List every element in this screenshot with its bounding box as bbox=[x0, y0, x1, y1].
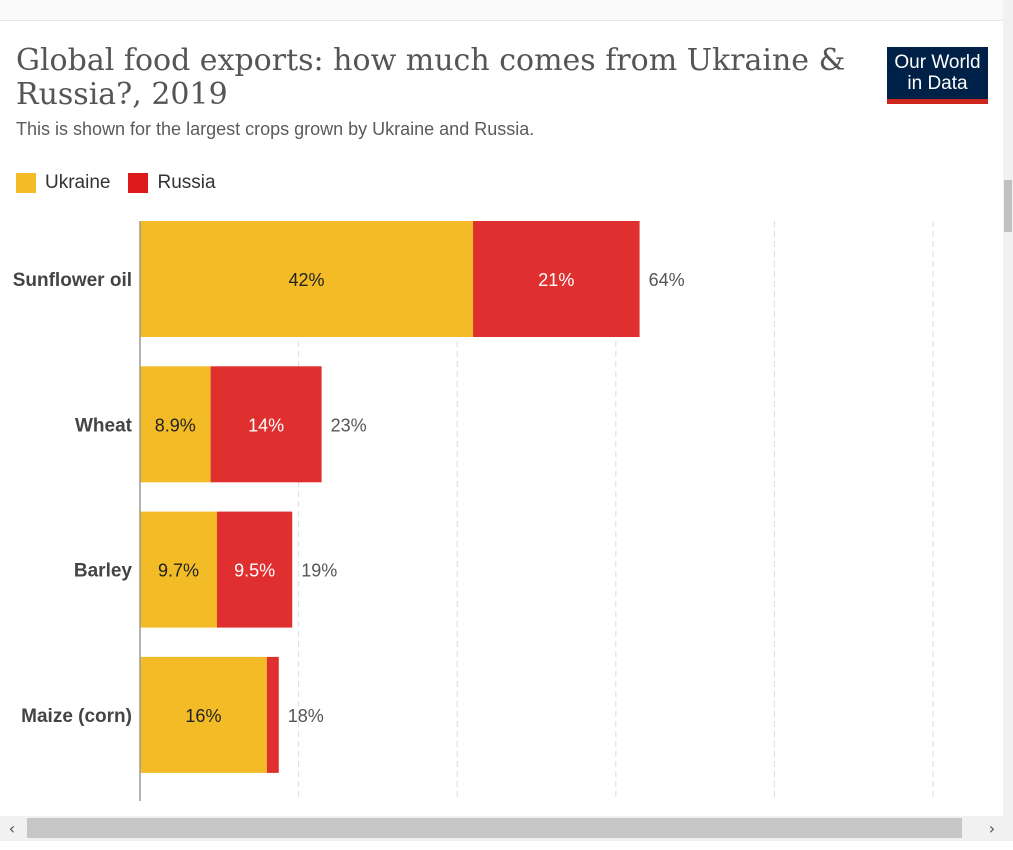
category-label: Barley bbox=[74, 561, 133, 582]
horizontal-scrollbar[interactable]: ‹ › bbox=[0, 816, 1013, 841]
chevron-left-icon[interactable]: ‹ bbox=[8, 819, 16, 838]
chart-title: Global food exports: how much comes from… bbox=[16, 43, 846, 112]
chart-legend: Ukraine Russia bbox=[16, 172, 234, 194]
data-label: 42% bbox=[289, 270, 325, 290]
logo-line-1: Our World bbox=[894, 52, 981, 73]
legend-item-ukraine[interactable]: Ukraine bbox=[16, 172, 110, 194]
category-label: Wheat bbox=[75, 415, 133, 436]
logo-line-2: in Data bbox=[907, 73, 968, 94]
bar-ukraine bbox=[140, 366, 211, 483]
vertical-scroll-thumb[interactable] bbox=[1004, 180, 1012, 232]
legend-swatch-russia bbox=[128, 173, 149, 193]
data-label: 9.7% bbox=[158, 561, 199, 581]
category-label: Maize (corn) bbox=[21, 706, 132, 727]
bar-ukraine bbox=[140, 656, 267, 773]
top-bar bbox=[0, 0, 1003, 21]
vertical-scrollbar[interactable] bbox=[1003, 0, 1013, 816]
data-label: 14% bbox=[248, 415, 284, 435]
data-label: 21% bbox=[538, 270, 574, 290]
data-label: 9.5% bbox=[234, 561, 275, 581]
chart-subtitle: This is shown for the largest crops grow… bbox=[16, 119, 535, 139]
bar-ukraine bbox=[140, 511, 217, 628]
category-label: Sunflower oil bbox=[13, 270, 132, 291]
bar-russia bbox=[473, 221, 640, 337]
legend-swatch-ukraine bbox=[16, 173, 36, 193]
total-label: 19% bbox=[301, 561, 337, 581]
horizontal-scroll-thumb[interactable] bbox=[27, 818, 962, 838]
bar-ukraine bbox=[140, 221, 474, 337]
total-label: 64% bbox=[649, 270, 685, 290]
total-label: 23% bbox=[331, 415, 367, 435]
bar-chart: Sunflower oil 42% 21% 64% Wheat 8.9% 14% 23% Bar… bbox=[13, 221, 934, 801]
legend-item-russia[interactable]: Russia bbox=[128, 172, 216, 194]
owid-logo[interactable]: Our World in Data bbox=[887, 47, 988, 104]
bar-russia bbox=[216, 511, 293, 628]
legend-label-russia: Russia bbox=[157, 172, 216, 193]
bar-russia bbox=[210, 366, 322, 483]
chevron-right-icon[interactable]: › bbox=[988, 819, 996, 838]
total-label: 18% bbox=[288, 706, 324, 726]
bar-russia bbox=[266, 656, 279, 773]
data-label: 16% bbox=[185, 706, 221, 726]
data-label: 8.9% bbox=[155, 415, 196, 435]
legend-label-ukraine: Ukraine bbox=[45, 172, 111, 193]
